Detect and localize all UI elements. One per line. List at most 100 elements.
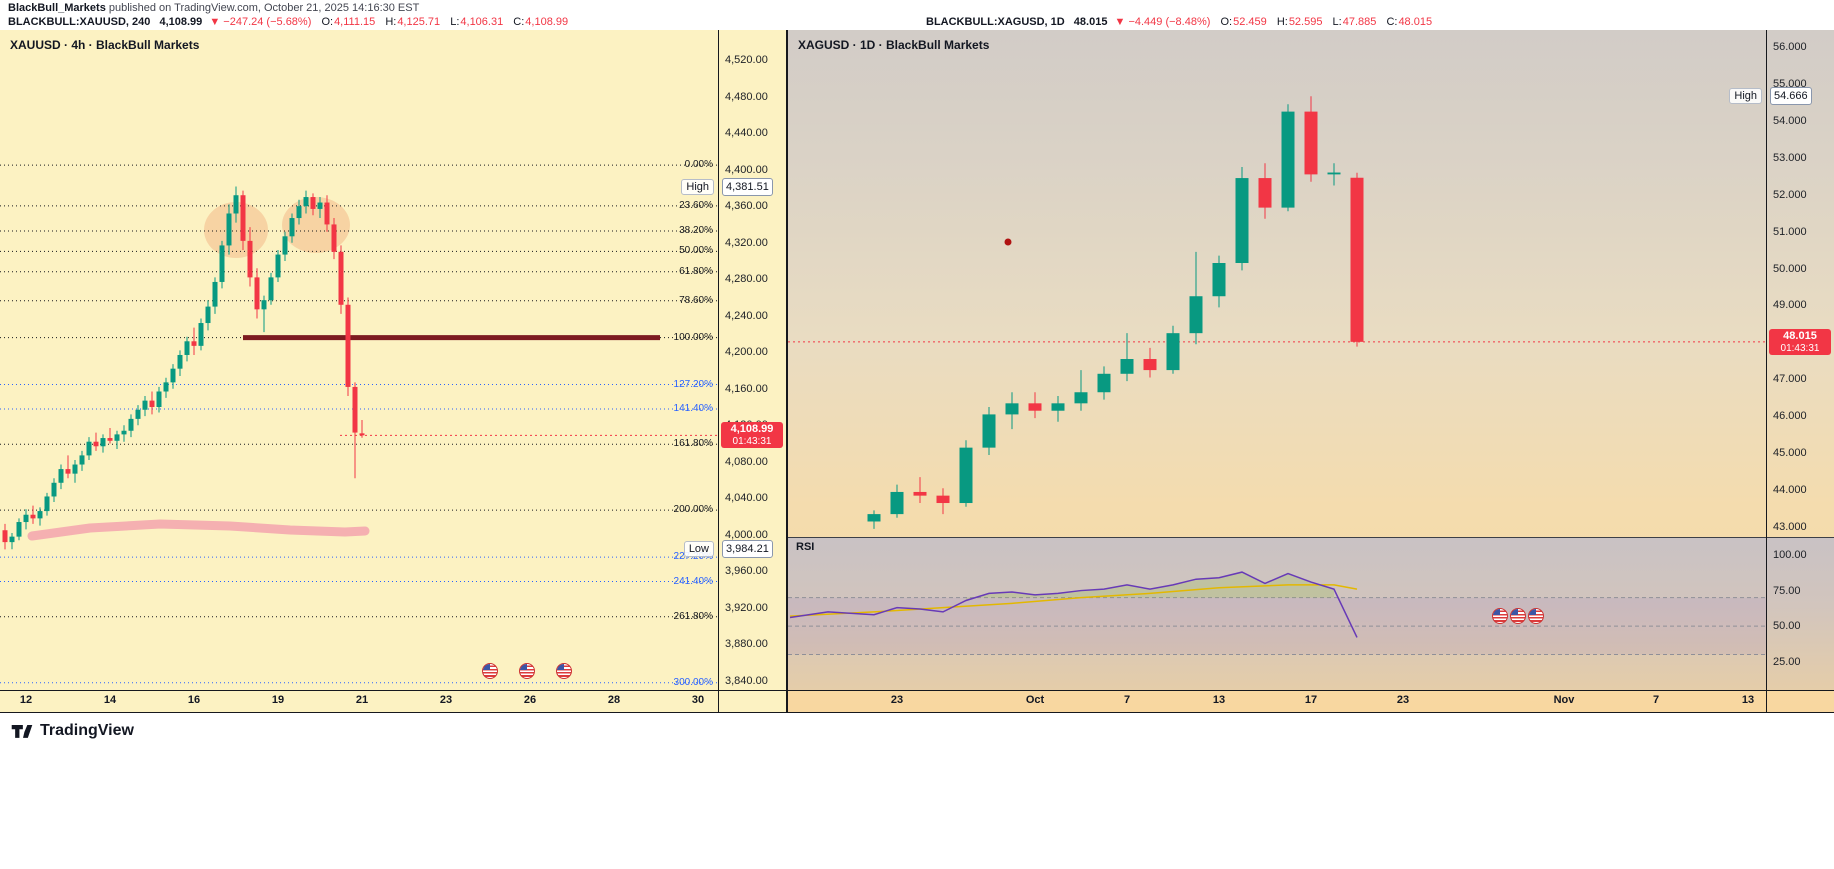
candle-body: [16, 522, 22, 537]
candle-body: [72, 464, 78, 474]
us-flag-icon[interactable]: [1528, 608, 1544, 624]
time-axis-label: Nov: [1553, 694, 1575, 706]
candle-body: [23, 514, 29, 523]
candle-body: [233, 195, 239, 214]
candle-body: [1350, 177, 1364, 342]
pane-separator[interactable]: [788, 537, 1834, 538]
xauusd-price-axis[interactable]: 4,520.00 4,480.00 4,440.00 4,400.00 4,360.00…: [718, 30, 786, 712]
xagusd-price-tick: 45.000: [1773, 447, 1807, 460]
time-axis-label: 23: [890, 694, 904, 706]
candle-body: [219, 245, 225, 282]
tradingview-brand-name: TradingView: [40, 722, 134, 739]
xagusd-low-value: 47.885: [1342, 16, 1377, 28]
publisher-name[interactable]: BlackBull_Markets: [8, 2, 106, 14]
xauusd-high-value: 4,125.71: [397, 16, 441, 28]
candle-body: [1327, 172, 1341, 175]
xagusd-price-axis[interactable]: 56.000 55.000 54.000 53.000 52.000 51.000 50.0…: [1767, 30, 1834, 712]
candle-body: [51, 482, 57, 497]
time-axis-label: 7: [1652, 694, 1660, 706]
flag-canton: [1493, 609, 1500, 615]
fib-level-label: 141.40%: [673, 403, 713, 415]
time-axis-label: 13: [1741, 694, 1755, 706]
candle-body: [30, 514, 36, 519]
xauusd-symbol[interactable]: BLACKBULL:XAUUSD, 240: [8, 16, 151, 28]
xagusd-change: ▼ −4.449 (−8.48%): [1114, 16, 1211, 28]
time-axis-label: 28: [607, 694, 621, 706]
xauusd-chart-legend[interactable]: XAUUSD · 4h · BlackBull Markets: [10, 38, 200, 52]
candle-body: [86, 441, 92, 456]
candle-body: [205, 306, 211, 324]
fib-level-label: 38.20%: [679, 225, 713, 236]
tradingview-logo-icon: [11, 725, 33, 738]
xagusd-price-tick: 49.000: [1773, 299, 1807, 312]
charts-area: XAUUSD · 4h · BlackBull Markets 0.00% 23.…: [0, 30, 1834, 712]
candle-body: [226, 213, 232, 246]
candle-body: [247, 240, 253, 278]
candle-body: [338, 251, 344, 305]
close-label: C:: [1386, 16, 1398, 28]
current-price-axis-label: 48.015 01:43:31: [1769, 328, 1831, 355]
fib-level-label: 0.00%: [684, 159, 713, 171]
pink-brush-drawing[interactable]: [27, 519, 370, 541]
xagusd-price-tick: 53.000: [1773, 151, 1807, 164]
candle-body: [1120, 359, 1134, 374]
close-label: C:: [513, 16, 525, 28]
xagusd-plot-area[interactable]: XAGUSD · 1D · BlackBull Markets High: [788, 30, 1766, 537]
flag-canton: [520, 664, 527, 670]
time-axis-label: Oct: [1025, 694, 1045, 706]
xauusd-price-tick: 3,840.00: [725, 674, 768, 687]
xauusd-price-tick: 4,280.00: [725, 273, 768, 286]
fib-level-label: 50.00%: [679, 245, 713, 257]
rsi-scale-tick: 50.00: [1773, 620, 1801, 633]
candle-body: [324, 202, 330, 225]
xauusd-plot-area[interactable]: XAUUSD · 4h · BlackBull Markets 0.00% 23.…: [0, 30, 718, 690]
candle-body: [1189, 296, 1203, 334]
flag-canton: [483, 664, 490, 670]
xagusd-price-tick: 51.000: [1773, 225, 1807, 238]
countdown-timer: 01:43:31: [1780, 342, 1820, 354]
xagusd-price-tick: 47.000: [1773, 373, 1807, 386]
time-axis-label: 16: [187, 694, 201, 706]
candle-body: [289, 218, 295, 237]
candle-body: [198, 323, 204, 346]
open-label: O:: [321, 16, 334, 28]
candle-body: [261, 300, 267, 310]
us-flag-icon[interactable]: [556, 663, 572, 679]
xagusd-symbol[interactable]: BLACKBULL:XAGUSD, 1D: [926, 16, 1065, 28]
low-marker-label: Low: [683, 541, 714, 558]
red-dot-annotation[interactable]: [1004, 238, 1012, 246]
us-flag-icon[interactable]: [519, 663, 535, 679]
high-label: H:: [385, 16, 397, 28]
publish-header: BlackBull_Markets published on TradingVi…: [0, 0, 1834, 30]
rsi-pane[interactable]: RSI: [788, 538, 1834, 690]
candle-body: [65, 469, 71, 474]
fib-level-label: 100.00%: [673, 331, 713, 343]
time-axis-label: 14: [103, 694, 117, 706]
candle-body: [163, 382, 169, 392]
fib-level-label: 78.60%: [679, 294, 713, 306]
xauusd-last-price: 4,108.99: [159, 16, 203, 28]
xauusd-time-axis[interactable]: 12 14 16 19 21 23 26 28 30: [0, 691, 786, 712]
candle-body: [268, 277, 274, 301]
tradingview-logo[interactable]: TradingView: [10, 719, 134, 743]
candle-body: [142, 400, 148, 410]
time-axis-label: 17: [1304, 694, 1318, 706]
candle-body: [107, 438, 113, 441]
candle-body: [9, 536, 15, 543]
candle-body: [1281, 111, 1295, 208]
us-flag-icon[interactable]: [1510, 608, 1526, 624]
xagusd-close-value: 48.015: [1398, 16, 1433, 28]
candle-body: [170, 368, 176, 383]
xagusd-chart-legend[interactable]: XAGUSD · 1D · BlackBull Markets: [798, 38, 990, 52]
xagusd-high-value: 52.595: [1288, 16, 1323, 28]
candle-body: [1028, 403, 1042, 411]
open-label: O:: [1220, 16, 1233, 28]
us-flag-icon[interactable]: [1492, 608, 1508, 624]
us-flag-icon[interactable]: [482, 663, 498, 679]
candle-body: [275, 254, 281, 278]
rsi-indicator-label[interactable]: RSI: [796, 541, 815, 553]
xagusd-time-axis[interactable]: 23 Oct 7 13 17 23 Nov 7 13: [788, 691, 1834, 712]
time-axis-label: 13: [1212, 694, 1226, 706]
candle-body: [331, 224, 337, 252]
candle-body: [1143, 359, 1157, 371]
